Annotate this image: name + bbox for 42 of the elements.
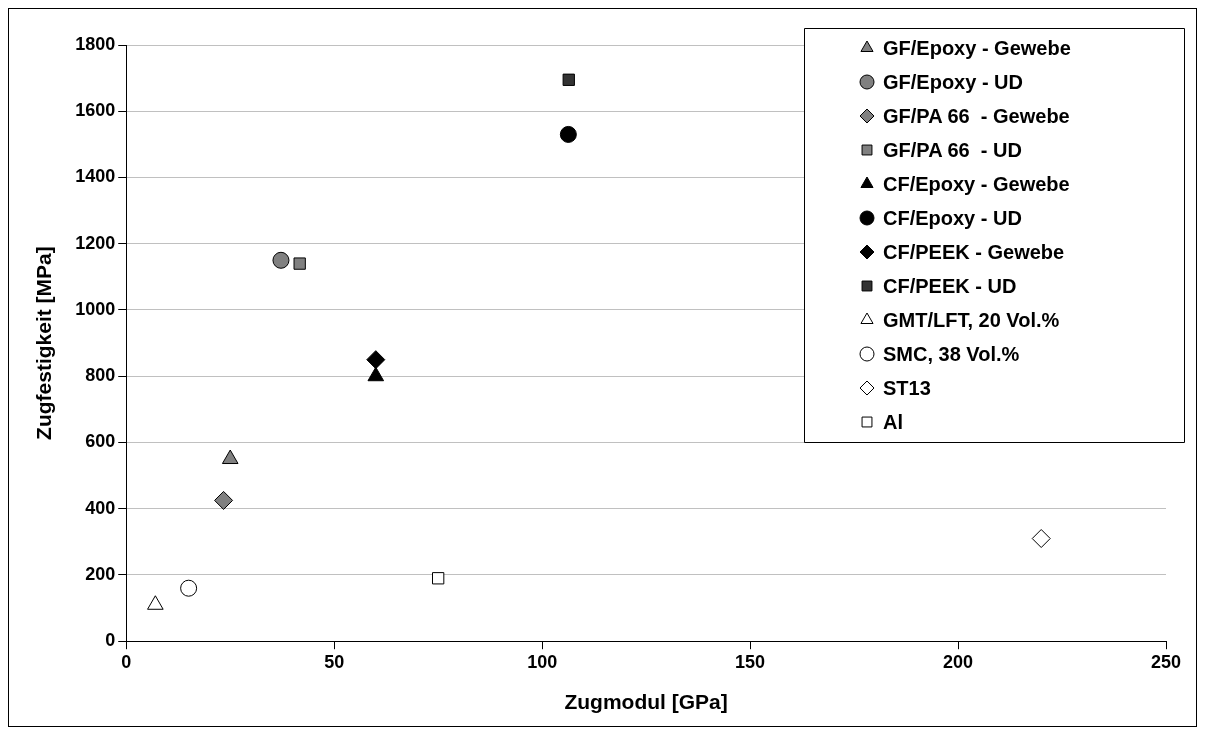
y-tick-label: 600 xyxy=(85,431,116,452)
point xyxy=(221,449,239,465)
point xyxy=(432,572,445,585)
legend-label: CF/Epoxy - Gewebe xyxy=(883,172,1070,195)
y-tick-label: 0 xyxy=(105,630,116,651)
point xyxy=(147,595,164,610)
x-axis-title: Zugmodul [GPa] xyxy=(564,690,728,714)
point xyxy=(180,579,198,597)
y-tick-label: 1200 xyxy=(75,232,116,253)
legend-label: GF/PA 66 - Gewebe xyxy=(883,104,1070,127)
x-tick-label: 150 xyxy=(735,651,766,672)
legend-label: ST13 xyxy=(883,376,931,399)
legend-label: GF/Epoxy - Gewebe xyxy=(883,36,1071,59)
x-tick-label: 50 xyxy=(324,651,345,672)
point xyxy=(562,73,575,86)
x-tick-label: 0 xyxy=(121,651,132,672)
point xyxy=(559,125,577,143)
y-tick-label: 800 xyxy=(85,365,116,386)
legend-label: Al xyxy=(883,410,903,433)
y-tick-label: 1800 xyxy=(75,33,116,54)
point xyxy=(367,366,385,382)
y-tick-label: 200 xyxy=(85,563,116,584)
legend-label: GF/Epoxy - UD xyxy=(883,70,1024,93)
point xyxy=(214,490,234,510)
legend-label: CF/PEEK - Gewebe xyxy=(883,240,1065,263)
y-tick-label: 1400 xyxy=(75,166,116,187)
point xyxy=(272,251,290,269)
x-tick-label: 100 xyxy=(527,651,558,672)
point xyxy=(1031,529,1051,549)
point xyxy=(293,257,306,270)
x-tick-label: 250 xyxy=(1150,651,1182,672)
legend-label: CF/Epoxy - UD xyxy=(883,206,1022,229)
legend-label: SMC, 38 Vol.% xyxy=(883,342,1020,365)
y-tick-label: 1000 xyxy=(75,298,116,319)
legend-label: GF/PA 66 - UD xyxy=(883,138,1022,161)
y-axis-title: Zugfestigkeit [MPa] xyxy=(32,246,56,440)
x-tick-label: 200 xyxy=(943,651,974,672)
point xyxy=(366,350,386,370)
legend-label: GMT/LFT, 20 Vol.% xyxy=(883,308,1060,331)
y-tick-label: 1600 xyxy=(75,100,116,121)
legend-label: CF/PEEK - UD xyxy=(883,274,1017,297)
y-tick-label: 400 xyxy=(85,497,116,518)
